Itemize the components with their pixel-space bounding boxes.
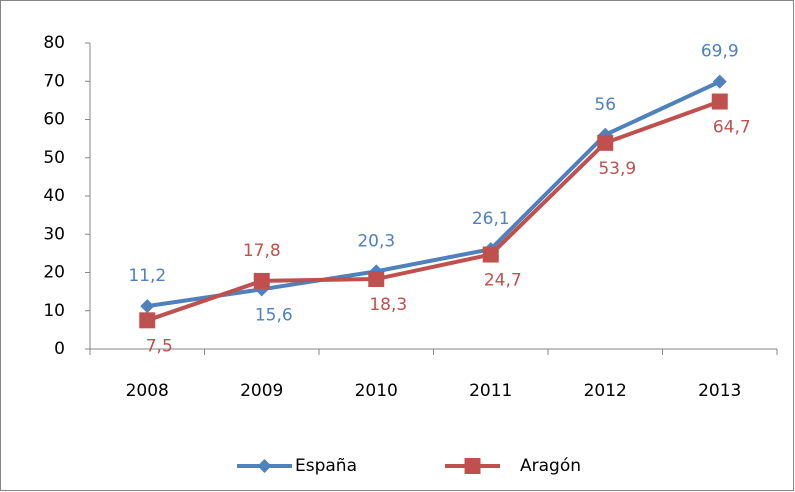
data-point [140, 299, 155, 314]
legend-marker [257, 459, 272, 473]
legend-label: España [295, 456, 357, 476]
y-tick-label: 10 [43, 301, 65, 321]
data-label: 7,5 [146, 336, 173, 356]
data-label: 11,2 [128, 266, 166, 286]
data-point [253, 272, 270, 289]
x-tick-label: 2012 [584, 381, 627, 401]
data-label: 17,8 [243, 241, 281, 261]
legend-marker [464, 458, 481, 474]
data-point [711, 93, 728, 110]
y-tick-label: 80 [43, 33, 65, 53]
x-tick-label: 2011 [469, 381, 512, 401]
y-tick-label: 30 [43, 224, 65, 244]
data-label: 20,3 [357, 231, 395, 251]
data-point [482, 246, 499, 263]
y-tick-label: 20 [43, 263, 65, 283]
data-label: 53,9 [598, 159, 636, 179]
y-tick-label: 0 [54, 339, 65, 359]
y-tick-label: 70 [43, 71, 65, 91]
y-tick-label: 60 [43, 110, 65, 130]
data-label: 69,9 [701, 42, 739, 62]
data-label: 64,7 [713, 118, 751, 138]
series-line [146, 79, 721, 309]
legend-label: Aragón [520, 456, 581, 476]
data-label: 18,3 [369, 295, 407, 315]
x-tick-label: 2008 [126, 381, 169, 401]
data-label: 56 [594, 95, 616, 115]
data-point [712, 74, 727, 89]
y-tick-label: 40 [43, 186, 65, 206]
data-label: 24,7 [484, 271, 522, 291]
y-tick-label: 50 [43, 148, 65, 168]
x-tick-label: 2010 [355, 381, 398, 401]
data-point [597, 134, 614, 151]
data-label: 26,1 [472, 209, 510, 229]
data-point [368, 271, 385, 288]
x-tick-label: 2013 [698, 381, 741, 401]
data-point [139, 312, 156, 329]
data-label: 15,6 [255, 305, 293, 325]
series-line [146, 99, 721, 323]
x-tick-label: 2009 [240, 381, 283, 401]
